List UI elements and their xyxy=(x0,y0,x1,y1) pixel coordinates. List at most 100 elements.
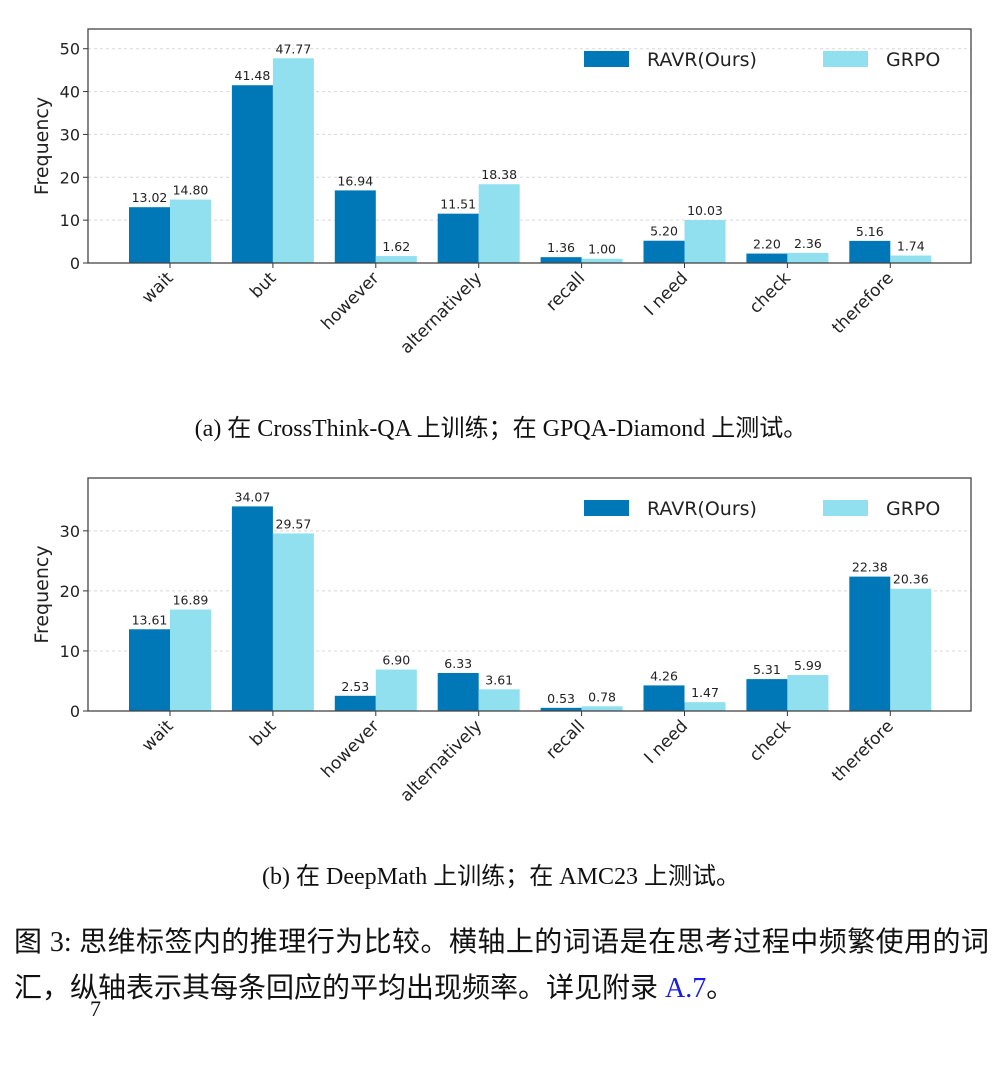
data-label: 13.02 xyxy=(132,190,168,205)
data-label: 1.62 xyxy=(382,239,410,254)
data-label: 11.51 xyxy=(440,197,476,212)
x-tick-label: therefore xyxy=(828,716,898,786)
x-tick-label: however xyxy=(318,268,384,334)
y-tick-label: 20 xyxy=(60,168,80,187)
y-tick-label: 40 xyxy=(60,83,80,102)
bar-grpo xyxy=(684,220,726,263)
x-tick-label: however xyxy=(318,716,384,782)
bar-grpo xyxy=(170,609,211,711)
y-axis-label: Frequency xyxy=(31,97,53,195)
bar-ravr xyxy=(129,629,170,711)
bar-ravr xyxy=(437,213,479,263)
bar-grpo xyxy=(170,199,211,263)
bar-ravr xyxy=(129,207,170,263)
legend-swatch-grpo xyxy=(823,500,868,516)
data-label: 6.90 xyxy=(382,653,410,668)
y-tick-label: 0 xyxy=(70,254,80,273)
data-label: 41.48 xyxy=(235,68,271,83)
x-tick-label: but xyxy=(246,268,280,302)
bar-grpo xyxy=(787,252,829,263)
data-label: 29.57 xyxy=(276,516,312,531)
chart-a: 0 10 20 30 40 50 Frequency 13.02 14.80 wait 41.48 4… xyxy=(31,28,972,358)
appendix-link[interactable]: A.7 xyxy=(665,973,707,1004)
caption-suffix: 。 xyxy=(706,973,735,1004)
bar-ravr xyxy=(540,707,582,711)
bar-ravr xyxy=(643,685,685,711)
data-label: 4.26 xyxy=(650,668,678,683)
bar-ravr xyxy=(746,679,788,711)
x-tick-label: alternatively xyxy=(397,268,487,358)
data-label: 16.89 xyxy=(173,593,209,608)
bar-grpo xyxy=(787,675,829,711)
plot-frame xyxy=(87,477,972,712)
bar-ravr xyxy=(540,257,582,263)
legend-label-ravr: RAVR(Ours) xyxy=(647,49,757,71)
data-label: 16.94 xyxy=(337,173,373,188)
legend-swatch-ravr xyxy=(584,500,629,516)
bar-grpo xyxy=(581,258,623,263)
data-label: 1.00 xyxy=(588,242,616,257)
data-label: 6.33 xyxy=(444,656,472,671)
x-tick-label: alternatively xyxy=(397,716,487,806)
y-tick-label: 10 xyxy=(60,211,80,230)
bar-grpo xyxy=(684,702,726,711)
x-tick-label: wait xyxy=(138,268,178,308)
bar-ravr xyxy=(334,695,376,711)
x-tick-label: but xyxy=(246,716,280,750)
data-label: 10.03 xyxy=(687,203,723,218)
figure-charts: 0 10 20 30 40 50 Frequency 13.02 14.80 wait 41.48 4… xyxy=(31,28,972,806)
caption-text: 图 3: 思维标签内的推理行为比较。横轴上的词语是在思考过程中频繁使用的词汇，纵… xyxy=(14,927,989,1004)
data-label: 2.36 xyxy=(794,236,822,251)
data-label: 0.78 xyxy=(588,689,616,704)
bar-grpo xyxy=(890,255,932,263)
data-label: 13.61 xyxy=(132,612,168,627)
data-label: 18.38 xyxy=(481,167,517,182)
y-tick-label: 30 xyxy=(60,125,80,144)
bar-ravr xyxy=(746,253,788,263)
x-tick-label: check xyxy=(746,716,795,765)
data-label: 3.61 xyxy=(485,672,513,687)
data-label: 47.77 xyxy=(276,41,312,56)
bar-ravr xyxy=(231,506,273,711)
data-label: 5.20 xyxy=(650,224,678,239)
x-tick-label: recall xyxy=(542,716,589,763)
data-label: 2.53 xyxy=(341,679,369,694)
data-label: 5.16 xyxy=(856,224,884,239)
legend-label-grpo: GRPO xyxy=(886,498,940,520)
data-label: 14.80 xyxy=(173,183,209,198)
data-label: 5.31 xyxy=(753,662,781,677)
bar-grpo xyxy=(581,706,623,711)
bar-grpo xyxy=(375,256,417,263)
bar-ravr xyxy=(643,240,685,263)
subcaption-b: (b) 在 DeepMath 上训练；在 AMC23 上测试。 xyxy=(262,864,740,890)
bar-ravr xyxy=(231,85,273,263)
bar-grpo xyxy=(272,533,314,711)
legend-label-ravr: RAVR(Ours) xyxy=(647,498,757,520)
subcaption-a: (a) 在 CrossThink-QA 上训练；在 GPQA-Diamond 上… xyxy=(194,416,808,442)
bar-ravr xyxy=(334,190,376,263)
x-tick-label: I need xyxy=(640,268,692,320)
y-tick-label: 0 xyxy=(70,702,80,721)
data-label: 1.47 xyxy=(691,685,719,700)
bar-grpo xyxy=(375,669,417,711)
bar-ravr xyxy=(437,672,479,711)
bar-ravr xyxy=(849,240,891,263)
x-tick-label: wait xyxy=(138,716,178,756)
data-label: 20.36 xyxy=(893,572,929,587)
bar-grpo xyxy=(478,184,520,263)
figure-caption: 图 3: 思维标签内的推理行为比较。横轴上的词语是在思考过程中频繁使用的词汇，纵… xyxy=(14,920,989,1012)
y-tick-label: 20 xyxy=(60,582,80,601)
x-tick-label: check xyxy=(746,268,795,317)
x-tick-label: therefore xyxy=(828,268,898,338)
data-label: 5.99 xyxy=(794,658,822,673)
page-number: 7 xyxy=(90,996,101,1021)
bar-grpo xyxy=(478,689,520,711)
data-label: 22.38 xyxy=(852,560,888,575)
bar-grpo xyxy=(272,58,314,264)
y-tick-label: 50 xyxy=(60,40,80,59)
x-tick-label: I need xyxy=(640,716,692,768)
data-label: 1.36 xyxy=(547,240,575,255)
data-label: 2.20 xyxy=(753,237,781,252)
legend-label-grpo: GRPO xyxy=(886,49,940,71)
data-label: 34.07 xyxy=(235,489,271,504)
